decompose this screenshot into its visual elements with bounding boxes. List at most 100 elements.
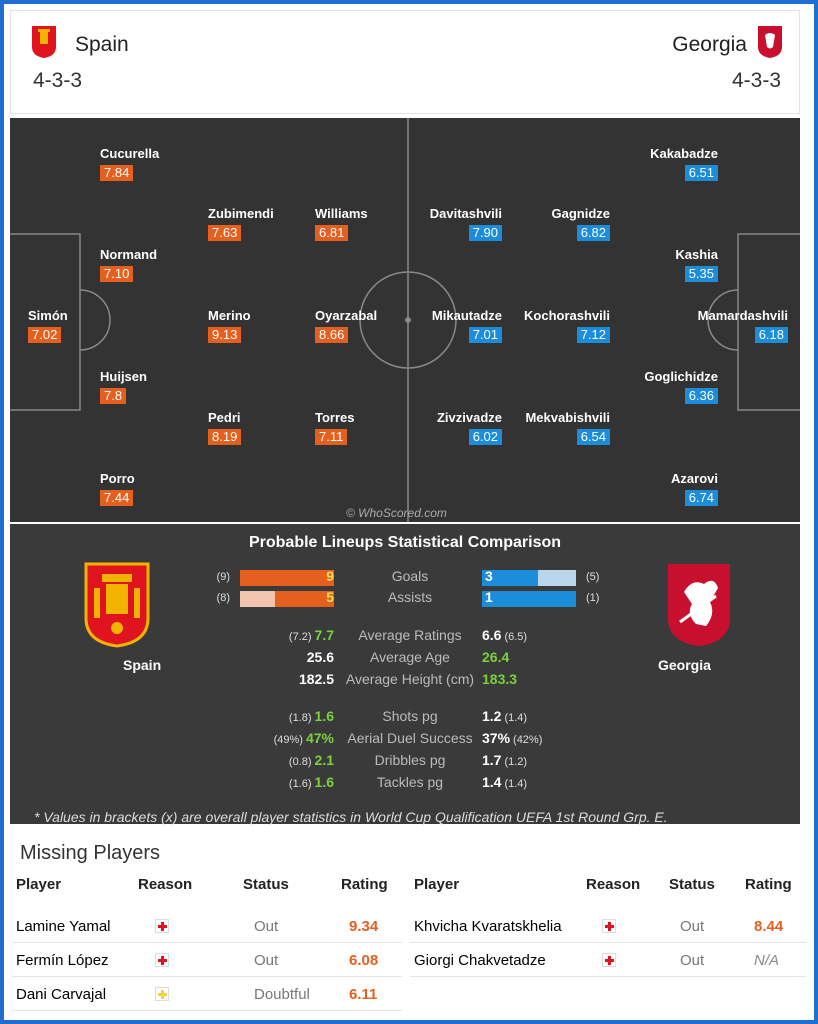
home-stat-value: 25.6 <box>304 649 334 665</box>
stat-label: Aerial Duel Success <box>347 730 473 746</box>
missing-player-name[interactable]: Giorgi Chakvetadze <box>414 952 546 969</box>
away-stat-number: 37% <box>482 730 511 746</box>
away-player-mekvabishvili[interactable]: Mekvabishvili 6.54 <box>525 410 610 445</box>
stats-title: Probable Lineups Statistical Comparison <box>248 534 562 551</box>
missing-player-row[interactable]: Fermín López Out 6.08 <box>12 944 402 977</box>
away-player-kochorashvili[interactable]: Kochorashvili 7.12 <box>524 308 610 343</box>
stat-row: 182.5 Average Height (cm) 183.3 <box>10 671 800 691</box>
away-player-mamardashvili[interactable]: Mamardashvili 6.18 <box>697 308 788 343</box>
away-crest-label: Georgia <box>658 657 711 673</box>
home-stat-bracket: (49%) <box>273 734 303 746</box>
away-goals-bracket: (5) <box>586 571 600 583</box>
missing-player-row[interactable]: Dani Carvajal Doubtful 6.11 <box>12 978 402 1011</box>
away-stat-number: 1.2 <box>482 708 502 724</box>
home-goals-value: 9 <box>326 568 334 584</box>
georgia-crest-icon <box>668 564 730 646</box>
home-stat-bracket: (1.6) <box>288 778 312 790</box>
away-player-zivzivadze[interactable]: Zivzivadze 6.02 <box>436 410 502 445</box>
stat-row: (7.2) 7.7 Average Ratings 6.6 (6.5) <box>10 627 800 647</box>
home-player-williams[interactable]: Williams 6.81 <box>315 206 368 241</box>
away-player-gagnidze[interactable]: Gagnidze 6.82 <box>551 206 610 241</box>
away-assists-bracket: (1) <box>586 592 600 604</box>
home-goals-bracket: (9) <box>216 571 230 583</box>
home-player-normand[interactable]: Normand 7.10 <box>100 247 158 282</box>
missing-player-status: Doubtful <box>254 986 310 1003</box>
missing-player-row[interactable]: Khvicha Kvaratskhelia Out 8.44 <box>410 910 806 943</box>
stat-row: 25.6 Average Age 26.4 <box>10 649 800 669</box>
away-assists-value: 1 <box>485 589 493 605</box>
away-stat-number: 6.6 <box>482 627 502 643</box>
missing-player-name[interactable]: Fermín López <box>16 952 109 969</box>
home-assists-bracket: (8) <box>216 592 230 604</box>
spain-crest-icon <box>84 562 150 648</box>
injury-icon <box>155 919 169 933</box>
injury-icon <box>602 919 616 933</box>
stat-row: (1.6) 1.6 Tackles pg 1.4 (1.4) <box>10 774 800 794</box>
stat-row-goals: (9) 9 Goals 3 (5) <box>10 568 800 588</box>
home-player-zubimendi[interactable]: Zubimendi 7.63 <box>208 206 274 241</box>
spain-crest-icon <box>32 26 56 58</box>
away-header-reason: Reason <box>586 876 641 893</box>
away-header-rating: Rating <box>745 876 792 893</box>
home-player-oyarzabal[interactable]: Oyarzabal 8.66 <box>315 308 378 343</box>
assists-label: Assists <box>387 589 433 605</box>
away-stat-value: 1.2 (1.4) <box>482 708 527 724</box>
home-stat-number: 1.6 <box>314 708 334 724</box>
missing-player-rating: N/A <box>754 952 780 969</box>
home-stat-number: 47% <box>305 730 334 746</box>
home-player-cucurella[interactable]: Cucurella 7.84 <box>100 146 160 181</box>
home-player-torres[interactable]: Torres 7.11 <box>315 410 355 445</box>
away-player-mikautadze[interactable]: Mikautadze 7.01 <box>431 308 502 343</box>
missing-player-name[interactable]: Khvicha Kvaratskhelia <box>414 918 562 935</box>
stat-label: Shots pg <box>382 708 438 724</box>
stat-label: Tackles pg <box>376 774 444 790</box>
home-player-porro[interactable]: Porro 7.44 <box>100 471 135 506</box>
away-player-goglichidze[interactable]: Goglichidze 6.36 <box>644 369 718 404</box>
missing-player-rating: 9.34 <box>349 918 379 935</box>
away-stat-bracket: (42%) <box>513 734 543 746</box>
missing-player-rating: 6.11 <box>349 986 378 1003</box>
match-header: Spain 4-3-3 Georgia 4-3-3 <box>10 10 800 114</box>
missing-player-name[interactable]: Dani Carvajal <box>16 986 107 1003</box>
away-player-davitashvili[interactable]: Davitashvili 7.90 <box>429 206 502 241</box>
missing-player-rating: 8.44 <box>754 918 784 935</box>
home-stat-number: 182.5 <box>298 671 334 687</box>
away-stat-bracket: (1.4) <box>504 712 528 724</box>
away-stat-bracket: (1.4) <box>504 778 528 790</box>
away-player-kakabadze[interactable]: Kakabadze 6.51 <box>650 146 718 181</box>
home-player-pedri[interactable]: Pedri 8.19 <box>208 410 242 445</box>
stat-row: (49%) 47% Aerial Duel Success 37% (42%) <box>10 730 800 750</box>
home-stat-value: (7.2) 7.7 <box>289 627 334 643</box>
stat-row: (0.8) 2.1 Dribbles pg 1.7 (1.2) <box>10 752 800 772</box>
away-player-kashia[interactable]: Kashia 5.35 <box>675 247 718 282</box>
pitch: Cucurella 7.84 Zubimendi 7.63 Williams 6.81… <box>10 118 800 522</box>
stats-comparison: Probable Lineups Statistical Comparison … <box>10 524 800 825</box>
home-player-simon[interactable]: Simón 7.02 <box>28 308 68 343</box>
stat-label: Average Ratings <box>358 627 462 643</box>
home-team-name[interactable]: Spain <box>75 33 129 56</box>
goals-label: Goals <box>391 568 429 584</box>
away-stat-number: 1.4 <box>482 774 502 790</box>
away-player-azarovi[interactable]: Azarovi 6.74 <box>671 471 718 506</box>
home-player-merino[interactable]: Merino 9.13 <box>208 308 251 343</box>
home-assists-value: 5 <box>326 589 334 605</box>
missing-player-name[interactable]: Lamine Yamal <box>16 918 111 935</box>
home-formation: 4-3-3 <box>33 69 83 92</box>
missing-player-row[interactable]: Lamine Yamal Out 9.34 <box>12 910 402 943</box>
stat-label: Dribbles pg <box>374 752 446 768</box>
georgia-crest-icon <box>758 26 782 58</box>
stats-footnote: * Values in brackets (x) are overall pla… <box>34 809 668 825</box>
missing-player-rating: 6.08 <box>349 952 379 969</box>
missing-player-status: Out <box>254 918 279 935</box>
missing-player-row[interactable]: Giorgi Chakvetadze Out N/A <box>410 944 806 977</box>
missing-player-status: Out <box>680 952 705 969</box>
away-stat-value: 1.7 (1.2) <box>482 752 527 768</box>
home-stat-bracket: (1.8) <box>288 712 312 724</box>
away-stat-number: 183.3 <box>482 671 518 687</box>
away-team-name[interactable]: Georgia <box>672 33 747 56</box>
home-player-huijsen[interactable]: Huijsen 7.8 <box>100 369 147 404</box>
missing-player-status: Out <box>254 952 279 969</box>
home-stat-number: 7.7 <box>314 627 334 643</box>
away-stat-value: 37% (42%) <box>482 730 542 746</box>
away-header-status: Status <box>669 876 715 893</box>
